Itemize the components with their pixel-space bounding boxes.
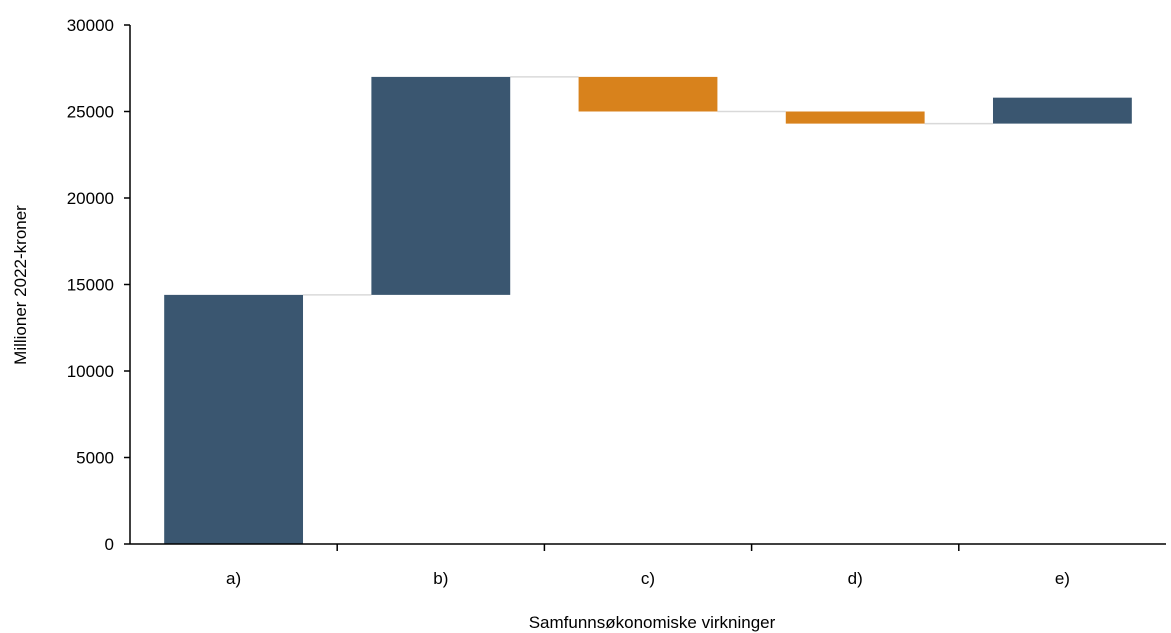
x-tick-label: c) (641, 569, 655, 588)
bar-e (992, 97, 1132, 124)
bar-a (164, 294, 304, 544)
x-tick-label: e) (1055, 569, 1070, 588)
x-tick-label: d) (848, 569, 863, 588)
y-tick-label: 20000 (67, 189, 114, 208)
y-tick-label: 25000 (67, 103, 114, 122)
plot-area: 0 5000 10000 15000 20000 25000 30000 a) b) c) d) e) (67, 16, 1166, 588)
y-tick-label: 15000 (67, 276, 114, 295)
bar-d (785, 111, 925, 124)
bar-c (578, 76, 718, 112)
y-tick-label: 30000 (67, 16, 114, 35)
y-tick-label: 0 (105, 535, 114, 554)
x-tick-label: b) (433, 569, 448, 588)
y-tick-label: 10000 (67, 362, 114, 381)
x-axis-title: Samfunnsøkonomiske virkninger (529, 613, 776, 632)
y-tick-label: 5000 (76, 449, 114, 468)
y-axis-title: Millioner 2022-kroner (11, 205, 30, 365)
x-tick-label: a) (226, 569, 241, 588)
bar-b (371, 76, 511, 295)
